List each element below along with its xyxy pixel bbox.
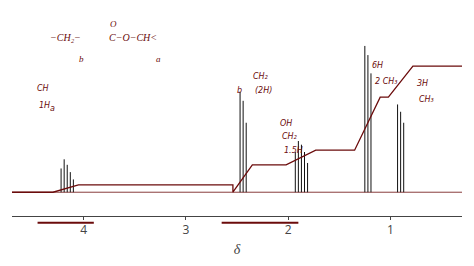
svg-text:−CH₂−: −CH₂− [50,32,81,43]
svg-text:1.5H: 1.5H [284,146,303,155]
svg-text:CH₃: CH₃ [419,95,434,104]
svg-text:(2H): (2H) [255,86,272,95]
svg-text:C−O−CH<: C−O−CH< [109,32,157,43]
svg-text:2 CH₃: 2 CH₃ [375,77,397,86]
svg-text:CH: CH [37,84,49,93]
svg-text:1H: 1H [39,101,50,110]
svg-text:a: a [156,54,161,64]
svg-text:1: 1 [387,221,394,238]
svg-text:3: 3 [182,221,189,238]
svg-text:a: a [50,104,55,113]
svg-text:b: b [237,86,242,95]
svg-text:6H: 6H [372,61,383,70]
svg-text:3H: 3H [417,79,428,88]
svg-text:O: O [110,19,117,29]
svg-text:2: 2 [285,221,292,238]
svg-text:δ: δ [234,242,241,257]
svg-text:CH₂: CH₂ [282,132,298,141]
svg-text:b: b [79,54,84,64]
svg-text:4: 4 [80,221,87,238]
svg-text:CH₂: CH₂ [253,72,269,81]
svg-text:OH: OH [280,119,292,128]
